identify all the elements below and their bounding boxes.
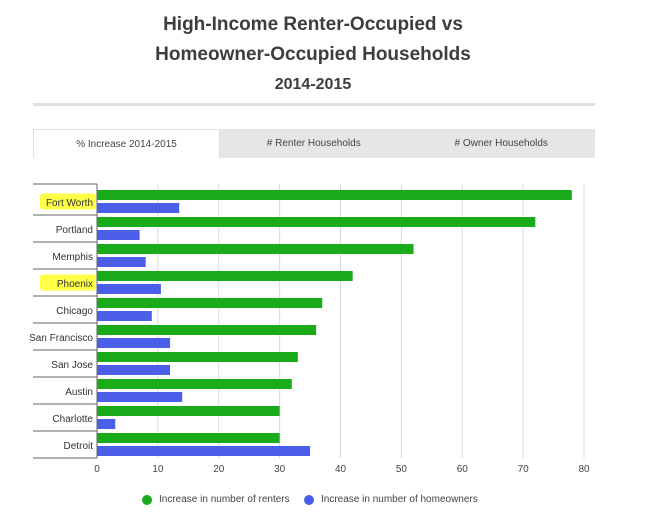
x-tick-label: 50 xyxy=(396,464,408,475)
legend: Increase in number of renters Increase i… xyxy=(0,494,650,508)
bar-renters xyxy=(97,325,317,335)
bar-chart: 0 10 20 30 40 50 60 70 80 Fort Worth Portland Memph… xyxy=(29,183,590,475)
x-tick-label: 40 xyxy=(335,464,347,475)
category-label: Detroit xyxy=(64,441,94,452)
tab-percent-increase[interactable]: % Increase 2014-2015 xyxy=(33,129,220,158)
category-label: Chicago xyxy=(56,306,93,317)
x-tick-label: 20 xyxy=(213,464,225,475)
bar-homeowners xyxy=(97,257,146,267)
bar-renters xyxy=(97,244,414,254)
label-highlight xyxy=(40,274,96,291)
chart-title-line-2: Homeowner-Occupied Households xyxy=(155,44,471,65)
x-tick-label: 70 xyxy=(518,464,530,475)
x-tick-label: 60 xyxy=(457,464,469,475)
category-label: Charlotte xyxy=(52,414,93,425)
bar-renters xyxy=(97,433,280,443)
category-label: Fort Worth xyxy=(46,198,93,209)
legend-swatch-renters xyxy=(142,494,152,505)
legend-item-homeowners[interactable]: Increase in number of homeowners xyxy=(304,494,478,505)
tab-owner-households[interactable]: # Owner Households xyxy=(454,138,548,149)
bar-homeowners xyxy=(97,338,171,348)
bar-renters xyxy=(97,271,353,281)
x-tick-label: 0 xyxy=(94,464,100,475)
category-label: Phoenix xyxy=(57,279,93,290)
bar-homeowners xyxy=(97,365,171,375)
bar-homeowners xyxy=(97,392,183,402)
legend-item-renters[interactable]: Increase in number of renters xyxy=(142,494,290,505)
bar-renters xyxy=(97,217,536,227)
bar-renters xyxy=(97,352,298,362)
x-tick-label: 30 xyxy=(274,464,286,475)
x-tick-label: 10 xyxy=(152,464,164,475)
legend-label-renters: Increase in number of renters xyxy=(159,494,290,505)
bar-renters xyxy=(97,190,572,200)
bar-homeowners xyxy=(97,446,311,456)
category-label: Portland xyxy=(56,225,93,236)
tab-bar: % Increase 2014-2015 # Renter Households… xyxy=(33,129,595,158)
category-label: Memphis xyxy=(52,252,93,263)
x-tick-label: 80 xyxy=(578,464,590,475)
bar-homeowners xyxy=(97,284,161,294)
label-highlight xyxy=(40,193,96,210)
legend-label-homeowners: Increase in number of homeowners xyxy=(321,494,478,505)
bar-homeowners xyxy=(97,203,180,213)
category-label: Austin xyxy=(65,387,93,398)
bar-renters xyxy=(97,379,292,389)
chart-title-line-1: High-Income Renter-Occupied vs xyxy=(163,14,463,35)
category-label: San Jose xyxy=(51,360,93,371)
bar-homeowners xyxy=(97,419,116,429)
bar-renters xyxy=(97,406,280,416)
tab-renter-households[interactable]: # Renter Households xyxy=(266,138,361,149)
category-label: San Francisco xyxy=(29,333,93,344)
bar-homeowners xyxy=(97,230,140,240)
legend-swatch-homeowners xyxy=(304,494,314,505)
bar-homeowners xyxy=(97,311,152,321)
chart-subtitle: 2014-2015 xyxy=(274,76,352,93)
title-divider xyxy=(33,103,595,106)
bar-renters xyxy=(97,298,323,308)
